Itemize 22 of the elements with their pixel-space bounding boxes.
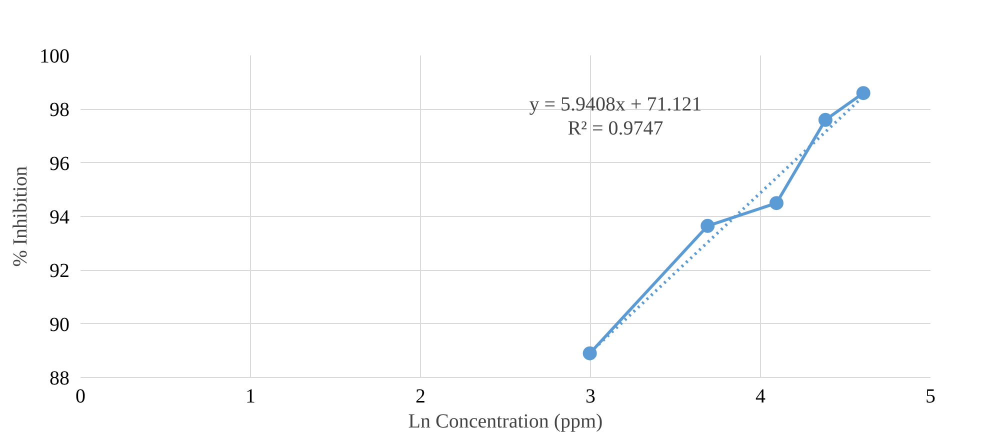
y-tick-label: 92 [50, 260, 70, 282]
y-tick-label: 96 [50, 152, 70, 175]
annotation: y = 5.9408x + 71.121 [529, 94, 702, 116]
point [818, 112, 832, 127]
x-tick-label: 0 [76, 386, 86, 408]
annotation: R² = 0.9747 [568, 118, 664, 140]
y-axis-title: % Inhibition [10, 166, 32, 267]
point [700, 218, 715, 233]
y-tick-label: 90 [50, 314, 70, 336]
point [856, 86, 870, 100]
x-axis-title: Ln Concentration (ppm) [408, 410, 603, 432]
x-tick-label: 2 [416, 386, 426, 408]
x-tick-label: 4 [756, 386, 766, 408]
y-tick-label: 94 [50, 206, 70, 228]
x-tick-label: 5 [926, 386, 936, 408]
x-tick-label: 3 [586, 386, 596, 408]
y-tick-label: 88 [50, 368, 70, 390]
point [769, 196, 784, 210]
point [582, 346, 597, 360]
x-tick-label: 1 [246, 386, 256, 408]
y-tick-label: 98 [50, 99, 70, 122]
y-tick-label: 100 [40, 46, 70, 68]
